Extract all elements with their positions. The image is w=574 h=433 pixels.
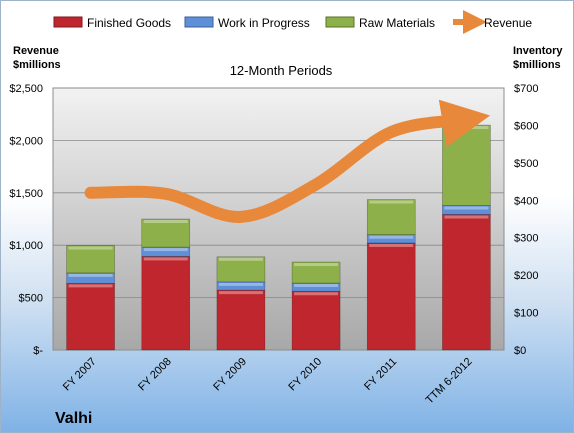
right-tick-label: $700 <box>514 83 538 95</box>
left-tick-label: $2,000 <box>9 135 43 147</box>
bar-highlight <box>68 284 113 288</box>
bar-highlight <box>143 220 188 223</box>
right-tick-label: $400 <box>514 195 538 207</box>
left-tick-label: $- <box>33 345 43 357</box>
bar-highlight <box>143 248 188 252</box>
bar-highlight <box>143 257 188 261</box>
legend-swatch-work-in-progress <box>184 16 214 28</box>
legend: Finished Goods Work in Progress Raw Mate… <box>53 10 532 34</box>
right-tick-label: $300 <box>514 233 538 245</box>
bar-highlight <box>294 284 339 288</box>
left-tick-label: $1,500 <box>9 188 43 200</box>
bar-raw-materials <box>216 256 266 283</box>
right-tick-label: $600 <box>514 120 538 132</box>
bar-finished-goods <box>66 283 115 351</box>
x-tick-label: TTM 6-2012 <box>424 356 475 407</box>
right-tick-label: $200 <box>514 270 538 282</box>
left-tick-label: $1,000 <box>9 240 43 252</box>
legend-label-revenue: Revenue <box>484 16 532 30</box>
chart-subtitle: 12-Month Periods <box>230 63 333 78</box>
gridlines <box>53 87 504 299</box>
bar-finished-goods <box>216 289 266 351</box>
bar-highlight <box>294 263 339 267</box>
left-axis-title-line2: $millions <box>13 59 61 71</box>
bar-highlight <box>68 273 113 277</box>
right-axis-title-line1: Inventory <box>513 45 563 57</box>
bar-finished-goods <box>366 242 416 351</box>
bar-raw-materials <box>141 218 191 248</box>
bar-finished-goods <box>141 256 191 351</box>
bar-raw-materials <box>442 124 491 206</box>
x-axis-ticks: FY 2007 FY 2008 FY 2009 FY 2010 FY 2011 TTM 6… <box>61 356 475 407</box>
revenue-line <box>84 99 491 223</box>
bar-finished-goods <box>442 214 491 351</box>
bar-highlight <box>218 282 263 286</box>
x-tick-label: FY 2010 <box>286 356 324 394</box>
bar-highlight <box>218 291 263 295</box>
right-tick-label: $500 <box>514 158 538 170</box>
legend-label-finished-goods: Finished Goods <box>87 16 171 30</box>
legend-label-work-in-progress: Work in Progress <box>218 16 310 30</box>
left-tick-label: $500 <box>19 293 43 305</box>
bar-highlight <box>218 257 263 261</box>
left-axis-title-line1: Revenue <box>13 45 59 57</box>
bar-raw-materials <box>366 199 416 236</box>
x-tick-label: FY 2011 <box>362 356 399 393</box>
bar-highlight <box>444 206 489 210</box>
legend-swatch-finished-goods <box>53 16 83 28</box>
plot-area <box>52 87 505 351</box>
legend-swatch-raw-materials <box>325 16 355 28</box>
bar-highlight <box>68 246 113 250</box>
x-tick-label: FY 2007 <box>61 356 99 394</box>
left-axis-ticks: $- $500 $1,000 $1,500 $2,000 $2,500 <box>9 83 43 357</box>
right-axis-ticks: $0 $100 $200 $300 $400 $500 $600 $700 <box>514 83 538 357</box>
bar-highlight <box>369 243 414 247</box>
bar-finished-goods <box>291 290 341 351</box>
right-tick-label: $100 <box>514 308 538 320</box>
right-tick-label: $0 <box>514 345 526 357</box>
left-tick-label: $2,500 <box>9 83 43 95</box>
revenue-line-path <box>84 99 491 223</box>
right-axis-title-line2: $millions <box>513 59 561 71</box>
bar-raw-materials <box>66 245 115 274</box>
bar-highlight <box>369 235 414 239</box>
legend-label-raw-materials: Raw Materials <box>359 16 435 30</box>
bar-highlight <box>369 200 414 204</box>
x-tick-label: FY 2009 <box>211 356 249 394</box>
bar-work-in-progress <box>66 272 115 284</box>
bar-highlight <box>444 215 489 219</box>
bar-raw-materials <box>291 261 341 284</box>
company-name: Valhi <box>55 410 92 427</box>
x-tick-label: FY 2008 <box>136 356 174 394</box>
bar-work-in-progress <box>291 282 341 292</box>
bar-highlight <box>294 292 339 296</box>
